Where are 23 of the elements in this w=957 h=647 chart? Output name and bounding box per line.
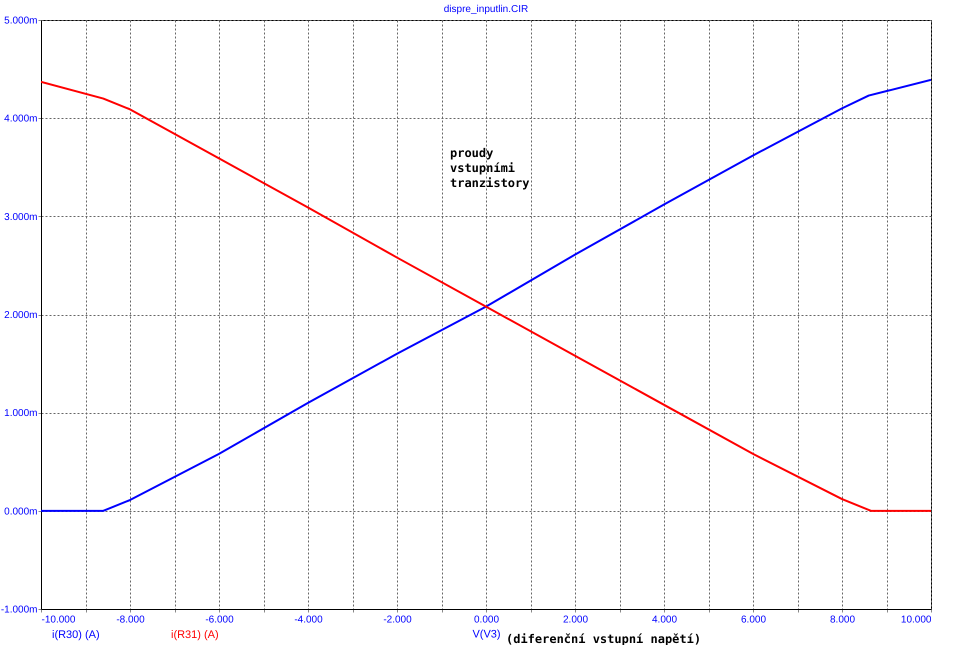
y-tick-label: 1.000m bbox=[4, 408, 38, 420]
y-tick-label: 3.000m bbox=[4, 212, 38, 223]
annotation: proudy vstupními tranzistory bbox=[450, 146, 530, 190]
x-axis-title: V(V3) bbox=[472, 628, 501, 640]
x-tick-label: -8.000 bbox=[116, 614, 146, 626]
text: i(R30) (A) bbox=[52, 628, 100, 641]
y-tick-label: 0.000m bbox=[4, 506, 38, 518]
x-tick-label: -10.000 bbox=[42, 614, 76, 626]
x-tick-label: 10.000 bbox=[900, 614, 932, 626]
y-tick-label: -1.000m bbox=[0, 604, 38, 616]
y-tick-label: 2.000m bbox=[4, 310, 38, 321]
x-tick-label: -4.000 bbox=[294, 614, 324, 626]
x-tick-label: 2.000 bbox=[562, 614, 588, 626]
x-tick-label: -6.000 bbox=[205, 614, 234, 626]
chart-title: dispre_inputlin.CIR bbox=[444, 4, 528, 15]
x-tick-label: 6.000 bbox=[740, 614, 766, 626]
text: i(R31) (A) bbox=[171, 628, 219, 641]
y-tick-label: 4.000m bbox=[4, 114, 38, 125]
x-tick-label: 4.000 bbox=[652, 614, 678, 626]
x-tick-label: 8.000 bbox=[830, 614, 856, 626]
x-tick-label: -2.000 bbox=[383, 614, 412, 626]
x-tick-label: 0.000 bbox=[474, 614, 500, 626]
y-tick-label: 5.000m bbox=[4, 16, 38, 26]
